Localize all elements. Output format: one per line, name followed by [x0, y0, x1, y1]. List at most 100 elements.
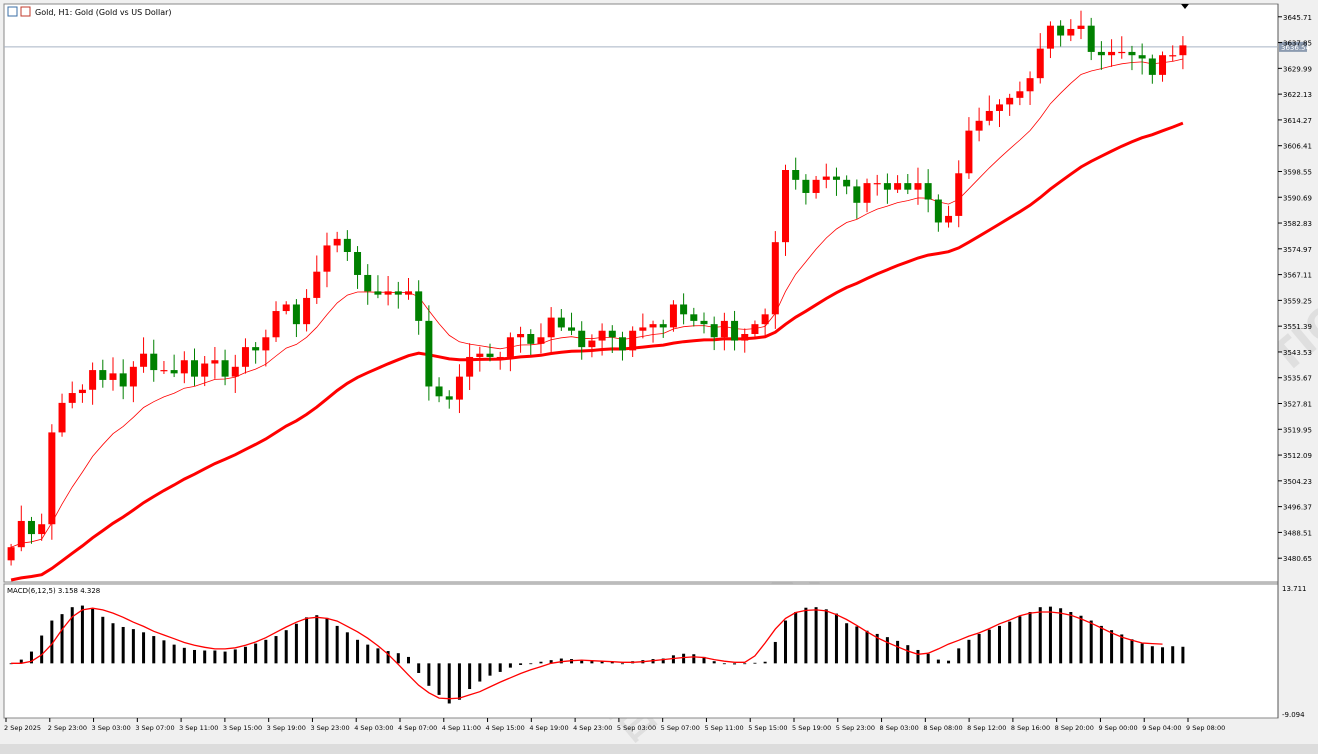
candle-body — [1128, 51, 1136, 56]
time-tick-label: 9 Sep 04:00 — [1142, 724, 1181, 732]
candle-body — [1138, 55, 1146, 59]
candle-body — [1006, 97, 1014, 105]
chart-icon — [7, 6, 18, 17]
candle-body — [150, 353, 158, 371]
candle-body — [720, 320, 728, 338]
candle — [537, 323, 545, 354]
macd-bar — [947, 660, 951, 664]
candle-body — [1159, 55, 1167, 75]
candle — [843, 175, 851, 195]
candle-body — [1148, 58, 1156, 75]
macd-bar — [243, 646, 247, 664]
price-tick-label: 3574.97 — [1283, 246, 1312, 254]
candle-body — [1067, 28, 1075, 36]
candle-body — [975, 120, 983, 131]
macd-bar — [356, 639, 360, 664]
macd-label: MACD(6,12,5) 3.158 4.328 — [7, 587, 100, 595]
macd-bar — [417, 663, 421, 673]
price-tick-label: 3512.09 — [1283, 452, 1312, 460]
macd-bar — [447, 663, 451, 704]
macd-bar — [1089, 620, 1093, 664]
candle — [476, 346, 484, 372]
candle-body — [1036, 48, 1044, 79]
candle — [863, 178, 871, 213]
candle — [496, 351, 504, 370]
candle-body — [741, 334, 749, 341]
macd-bar — [19, 659, 23, 664]
macd-bar — [1130, 639, 1134, 664]
candle-body — [272, 311, 280, 338]
macd-bar — [814, 607, 818, 664]
candle — [1159, 51, 1167, 82]
macd-bar — [896, 640, 900, 664]
candle-body — [38, 524, 46, 535]
macd-bar — [172, 644, 176, 664]
time-tick-label: 4 Sep 23:00 — [573, 724, 612, 732]
candle — [945, 205, 953, 228]
chart-shift-marker[interactable] — [1181, 4, 1189, 9]
candle — [1067, 19, 1075, 42]
macd-bar — [294, 623, 298, 664]
candle-body — [333, 238, 341, 246]
macd-bar — [682, 653, 686, 664]
macd-bar — [865, 630, 869, 664]
macd-bar — [1181, 646, 1185, 664]
candle — [89, 362, 97, 405]
macd-bar — [743, 663, 747, 665]
price-tick-label: 3598.55 — [1283, 168, 1312, 176]
price-axis: 3645.71 3637.85 3629.99 3622.13 3614.27 3606.… — [1278, 14, 1312, 563]
candle — [129, 361, 137, 403]
macd-bar — [1018, 616, 1022, 664]
macd-bar — [1140, 643, 1144, 664]
candle-body — [58, 402, 66, 433]
price-tick-label: 3480.65 — [1283, 555, 1312, 563]
candle-body — [262, 337, 270, 351]
macd-bar — [1120, 634, 1124, 664]
candle — [211, 346, 219, 379]
candle-body — [700, 320, 708, 325]
candle-body — [731, 320, 739, 341]
time-tick-label: 5 Sep 15:00 — [748, 724, 787, 732]
macd-bar — [1008, 621, 1012, 664]
candle — [588, 334, 596, 358]
candle-body — [965, 130, 973, 174]
candle-body — [394, 291, 402, 295]
macd-bar — [1048, 606, 1052, 664]
macd-bar — [478, 663, 482, 682]
candle — [272, 301, 280, 342]
macd-bar — [203, 650, 207, 664]
candle-body — [313, 271, 321, 298]
candle-body — [7, 547, 15, 561]
time-tick-label: 4 Sep 15:00 — [486, 724, 525, 732]
macd-bar — [40, 635, 44, 664]
time-tick-label: 5 Sep 03:00 — [617, 724, 656, 732]
candle-body — [109, 373, 117, 380]
candle — [700, 312, 708, 334]
price-tick-label: 3629.99 — [1283, 65, 1312, 73]
macd-bar — [936, 659, 940, 664]
candle-body — [649, 324, 657, 328]
macd-max-label: 13.711 — [1282, 585, 1307, 593]
candlesticks — [7, 10, 1187, 566]
candle-body — [425, 320, 433, 387]
macd-bar — [345, 632, 349, 664]
candle-body — [445, 396, 453, 400]
candle-body — [506, 337, 514, 357]
candle — [1087, 17, 1095, 61]
candle — [415, 280, 423, 335]
macd-bar — [508, 663, 512, 668]
candle — [221, 349, 229, 386]
macd-bar — [1069, 611, 1073, 664]
time-tick-label: 8 Sep 16:00 — [1011, 724, 1050, 732]
candle-body — [252, 347, 260, 351]
candle — [48, 424, 56, 540]
macd-bar — [1110, 630, 1114, 664]
macd-bar — [906, 645, 910, 664]
candle-body — [629, 330, 637, 351]
candle — [425, 305, 433, 401]
candle — [1016, 81, 1024, 106]
candle-body — [476, 353, 484, 357]
price-tick-label: 3645.71 — [1283, 14, 1312, 22]
